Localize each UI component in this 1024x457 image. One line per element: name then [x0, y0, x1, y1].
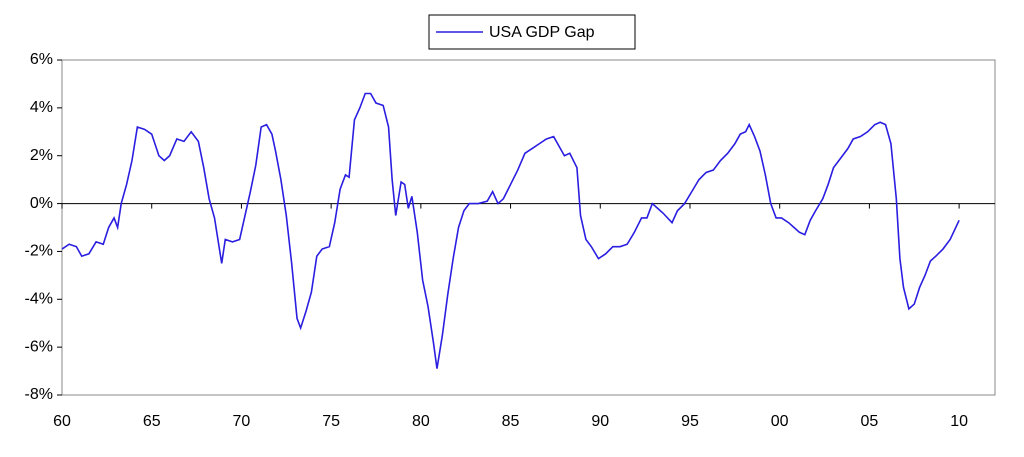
- x-tick-label: 75: [322, 413, 340, 430]
- legend-label: USA GDP Gap: [489, 24, 595, 41]
- y-tick-label: -2%: [25, 243, 53, 260]
- x-tick-label: 65: [143, 413, 161, 430]
- x-tick-label: 05: [861, 413, 879, 430]
- y-tick-label: -4%: [25, 291, 53, 308]
- x-tick-label: 60: [53, 413, 71, 430]
- x-tick-label: 00: [771, 413, 789, 430]
- x-tick-label: 70: [233, 413, 251, 430]
- y-tick-label: 4%: [30, 99, 53, 116]
- x-tick-label: 90: [591, 413, 609, 430]
- x-tick-label: 85: [502, 413, 520, 430]
- y-tick-label: 6%: [30, 51, 53, 68]
- y-tick-label: -8%: [25, 386, 53, 403]
- x-tick-label: 10: [950, 413, 968, 430]
- data-line: [61, 92, 960, 369]
- plot-frame: [61, 59, 996, 396]
- y-tick-label: 0%: [30, 195, 53, 212]
- y-tick-label: -6%: [25, 338, 53, 355]
- x-tick-label: 95: [681, 413, 699, 430]
- y-tick-label: 2%: [30, 147, 53, 164]
- x-tick-label: 80: [412, 413, 430, 430]
